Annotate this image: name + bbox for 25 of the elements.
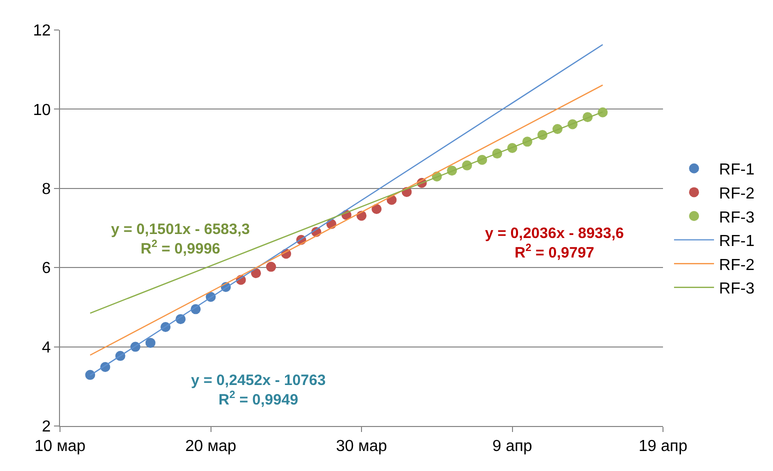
legend-label: RF-3	[719, 280, 755, 298]
legend-label: RF-2	[719, 256, 755, 274]
legend-label: RF-1	[719, 233, 755, 250]
point	[85, 370, 96, 380]
legend-label: RF-3	[719, 209, 755, 226]
point	[266, 262, 276, 272]
y-tick-label: 10	[33, 102, 51, 119]
legend-label: RF-2	[719, 185, 755, 202]
x-tick-label: 19 апр	[638, 438, 688, 456]
x-tick-label: 20 мар	[185, 438, 236, 456]
point	[145, 338, 156, 348]
y-tick-label: 12	[33, 22, 51, 40]
y-tick-label: 2	[42, 418, 51, 436]
y-tick-label: 6	[42, 260, 51, 278]
x-tick-label: 30 мар	[336, 438, 388, 456]
y-tick-label: 4	[42, 339, 51, 356]
annotation: y = 0,1501x - 6583,3 R$^{2}$ = 0,9996	[111, 221, 250, 258]
x-tick-label: 10 мар	[34, 438, 86, 456]
annotation: y = 0,2452x - 10763 R$^{2}$ = 0,9949	[191, 372, 326, 408]
point	[372, 204, 382, 214]
y-tick-label: 8	[42, 181, 51, 198]
annotation: y = 0,2036x - 8933,6 R$^{2}$ = 0,9797	[485, 225, 624, 262]
x-tick-label: 9 апр	[492, 438, 532, 456]
point	[598, 107, 608, 118]
legend-label: RF-1	[719, 162, 755, 179]
